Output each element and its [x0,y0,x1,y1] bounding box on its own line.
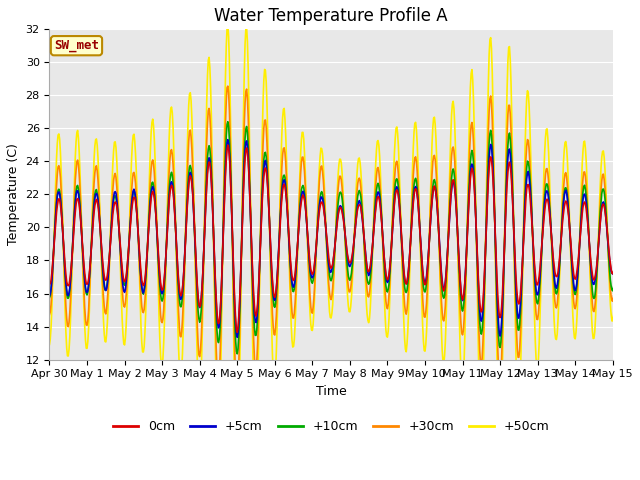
Text: SW_met: SW_met [54,39,99,52]
Title: Water Temperature Profile A: Water Temperature Profile A [214,7,448,25]
Y-axis label: Temperature (C): Temperature (C) [7,144,20,245]
Legend: 0cm, +5cm, +10cm, +30cm, +50cm: 0cm, +5cm, +10cm, +30cm, +50cm [108,415,554,438]
X-axis label: Time: Time [316,385,346,398]
